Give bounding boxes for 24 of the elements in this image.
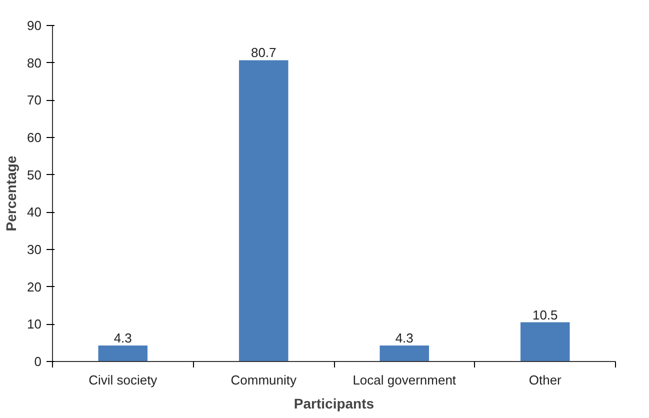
y-tick-label: 70	[27, 92, 42, 108]
y-tick-label: 40	[27, 204, 42, 220]
y-tick-label: 80	[27, 55, 42, 70]
data-label: 4.3	[395, 330, 414, 346]
x-axis-title: Participants	[294, 396, 374, 412]
y-tick-label: 0	[34, 354, 42, 369]
y-tick-label: 60	[27, 130, 42, 145]
bar	[380, 345, 430, 362]
data-label: 80.7	[250, 45, 276, 60]
bar	[238, 60, 288, 362]
x-tick-label: Other	[528, 372, 562, 388]
y-axis-title: Percentage	[3, 156, 20, 232]
data-label: 4.3	[114, 330, 132, 346]
bar	[98, 345, 148, 362]
y-tick-label: 50	[27, 167, 42, 182]
y-tick-label: 30	[27, 242, 42, 257]
x-tick-label: Local government	[352, 372, 456, 388]
x-tick-label: Civil society	[88, 372, 158, 388]
y-tick-label: 90	[27, 18, 42, 33]
bar	[520, 322, 570, 362]
data-label: 10.5	[532, 307, 558, 322]
y-tick-label: 10	[27, 316, 42, 332]
x-tick-label: Community	[230, 372, 297, 388]
y-tick-label: 20	[27, 279, 42, 294]
